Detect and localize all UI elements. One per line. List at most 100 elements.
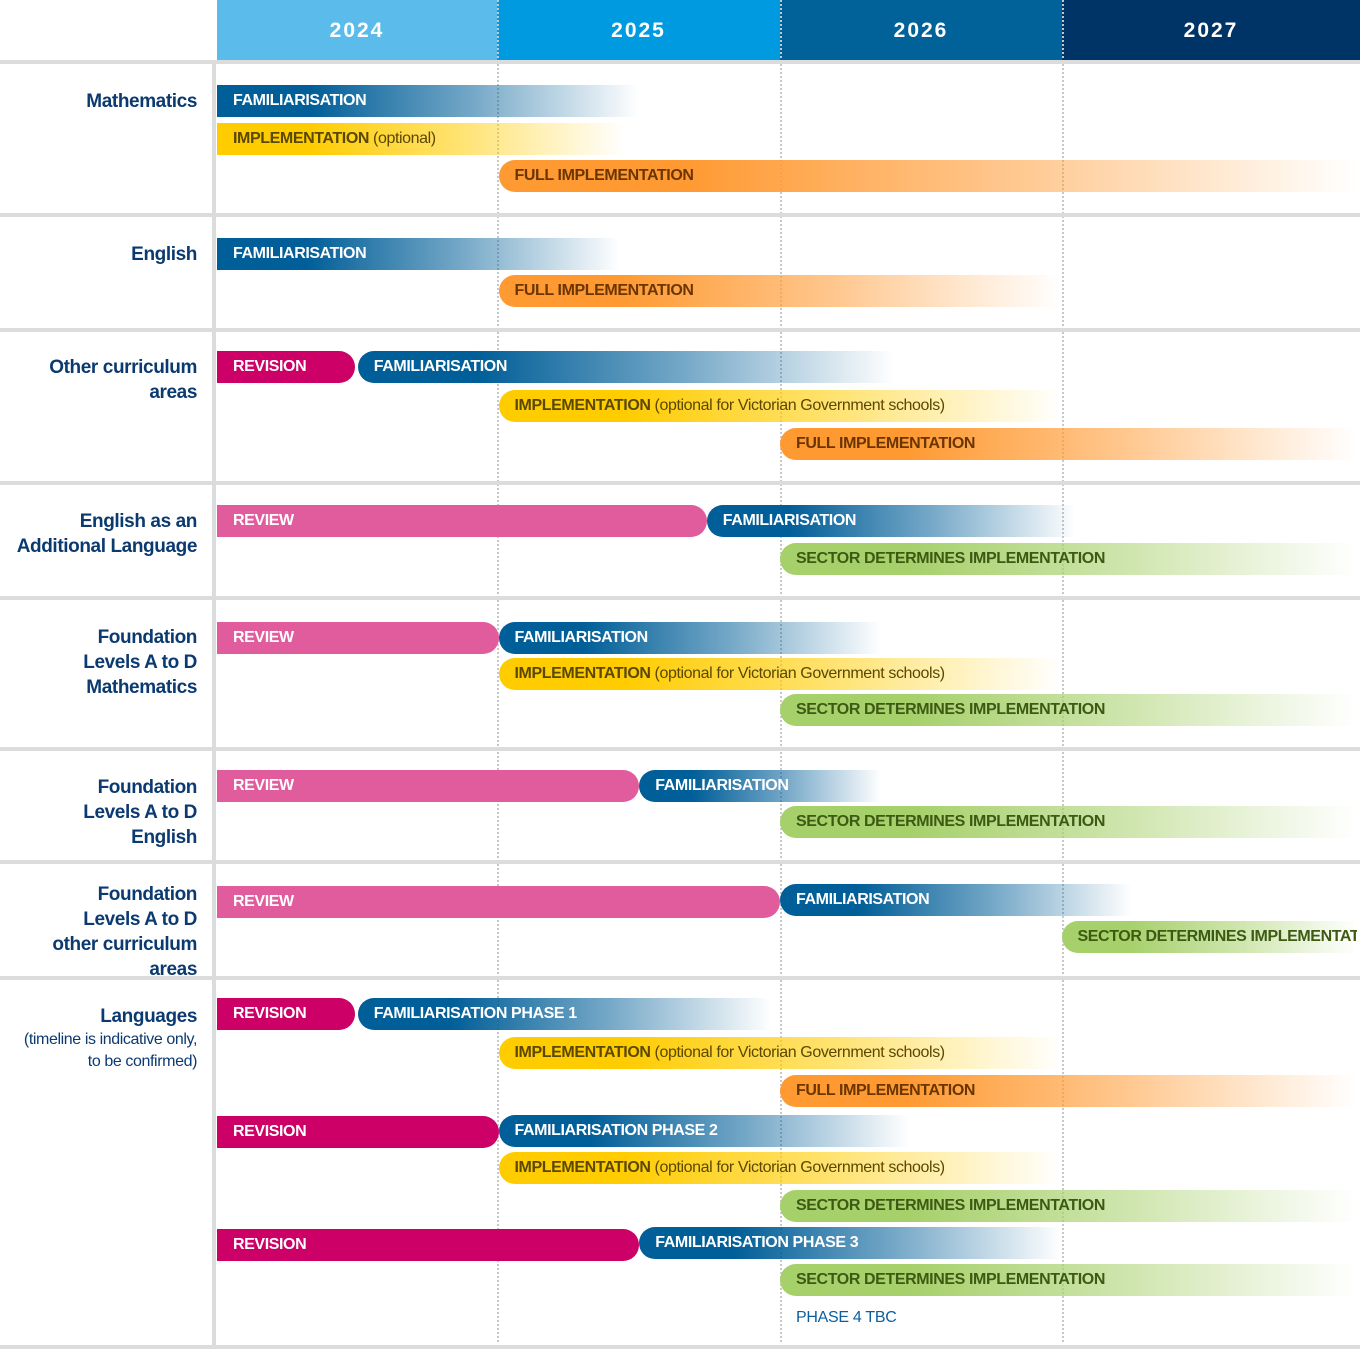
bar-label-suffix: (optional for Victorian Government schoo… <box>654 1044 946 1061</box>
bar-label: IMPLEMENTATION <box>233 130 370 147</box>
bar-label: REVISION <box>233 358 307 375</box>
row-label: English as an Additional Language <box>16 509 198 559</box>
bar-label: IMPLEMENTATION <box>514 1044 651 1061</box>
bar-revision: REVISION <box>217 1229 640 1261</box>
row-label-text: English <box>131 244 197 265</box>
bar-full: FULL IMPLEMENTATION <box>780 428 1358 460</box>
bar-label: SECTOR DETERMINES IMPLEMENTATION <box>796 550 1105 567</box>
bar-familiarisation: FAMILIARISATION PHASE 2 <box>498 1115 910 1147</box>
bar-label: SECTOR DETERMINES IMPLEMENTATION <box>796 701 1105 718</box>
bar-sector: SECTOR DETERMINES IMPLEMENTATION <box>780 543 1358 575</box>
bar-label: REVIEW <box>233 512 294 529</box>
row-label: Foundation Levels A to D English <box>83 775 197 850</box>
row-separator <box>0 976 1360 980</box>
bar-implementation: IMPLEMENTATION (optional for Victorian Go… <box>498 1037 1062 1069</box>
bar-label: FAMILIARISATION <box>514 629 649 646</box>
bar-label: FAMILIARISATION PHASE 3 <box>655 1234 859 1251</box>
bar-full: FULL IMPLEMENTATION <box>498 160 1358 192</box>
bar-label-suffix: (optional for Victorian Government schoo… <box>654 1159 946 1176</box>
bar-label: FAMILIARISATION <box>233 245 367 262</box>
bar-label: FAMILIARISATION PHASE 1 <box>373 1005 577 1022</box>
bar-revision: REVISION <box>217 1116 499 1148</box>
row-label-text: Foundation Levels A to D English <box>83 777 197 848</box>
bar-implementation: IMPLEMENTATION (optional for Victorian Go… <box>498 1152 1062 1184</box>
bar-implementation: IMPLEMENTATION (optional) <box>217 123 626 155</box>
row-label: English <box>131 242 197 267</box>
row-separator <box>0 60 1360 64</box>
bar-review: REVIEW <box>217 886 780 918</box>
bar-familiarisation: FAMILIARISATION PHASE 3 <box>639 1227 1062 1259</box>
bar-familiarisation: FAMILIARISATION <box>217 85 640 117</box>
bar-label: FULL IMPLEMENTATION <box>514 282 694 299</box>
bar-label: FAMILIARISATION <box>373 358 508 375</box>
row-label-text: Other curriculum areas <box>49 357 197 403</box>
row-separator <box>0 481 1360 485</box>
year-header-2024: 2024 <box>217 0 497 62</box>
bar-label: FAMILIARISATION <box>655 777 789 794</box>
bar-revision: REVISION <box>217 998 355 1030</box>
bar-label: FULL IMPLEMENTATION <box>514 167 694 184</box>
bar-familiarisation: FAMILIARISATION <box>706 505 1076 537</box>
year-header-2025: 2025 <box>497 0 780 62</box>
bar-label: REVISION <box>233 1123 307 1140</box>
bar-implementation: IMPLEMENTATION (optional for Victorian Go… <box>498 390 1062 422</box>
bar-full: FULL IMPLEMENTATION <box>780 1075 1358 1107</box>
row-separator <box>0 596 1360 600</box>
bar-review: REVIEW <box>217 505 707 537</box>
bar-label-suffix: (optional for Victorian Government schoo… <box>654 397 946 414</box>
bar-revision: REVISION <box>217 351 355 383</box>
bar-familiarisation: FAMILIARISATION <box>498 622 882 654</box>
bar-familiarisation: FAMILIARISATION <box>217 238 620 270</box>
bar-familiarisation: FAMILIARISATION <box>780 884 1132 916</box>
row-label-text: Mathematics <box>86 91 197 112</box>
row-separator <box>0 328 1360 332</box>
bar-sector: SECTOR DETERMINES IMPLEMENTATION <box>780 694 1358 726</box>
bar-label-suffix: (optional) <box>373 130 436 147</box>
bar-label: SECTOR DETERMINES IMPLEMENTATION <box>796 1271 1105 1288</box>
row-label: Mathematics <box>86 89 197 114</box>
year-header-2026: 2026 <box>780 0 1062 62</box>
bar-sector: SECTOR DETERMINES IMPLEMENTATION <box>780 1190 1358 1222</box>
bar-label-suffix: (optional for Victorian Government schoo… <box>654 665 946 682</box>
bar-label: IMPLEMENTATION <box>514 665 651 682</box>
bar-label: IMPLEMENTATION <box>514 1159 651 1176</box>
label-column-rule <box>212 62 216 1347</box>
bar-review: REVIEW <box>217 622 499 654</box>
row-label: Foundation Levels A to D Mathematics <box>83 625 197 700</box>
bar-label: REVIEW <box>233 777 294 794</box>
bar-label: SECTOR DETERMINES IMPLEMENTATION <box>1077 928 1358 945</box>
bar-full: FULL IMPLEMENTATION <box>498 275 1062 307</box>
row-label: Other curriculum areas <box>0 355 197 405</box>
bar-label: SECTOR DETERMINES IMPLEMENTATION <box>796 1197 1105 1214</box>
bar-label: IMPLEMENTATION <box>514 397 651 414</box>
bar-label: FAMILIARISATION <box>796 891 930 908</box>
row-label-text: English as an Additional Language <box>16 511 198 557</box>
row-label-text: Foundation Levels A to D Mathematics <box>83 627 197 698</box>
row-separator <box>0 213 1360 217</box>
bar-review: REVIEW <box>217 770 640 802</box>
bar-label: FULL IMPLEMENTATION <box>796 1082 976 1099</box>
row-label-text: Languages <box>100 1006 197 1027</box>
year-header-2027: 2027 <box>1062 0 1360 62</box>
bar-familiarisation: FAMILIARISATION <box>357 351 896 383</box>
bar-label: REVISION <box>233 1236 307 1253</box>
bar-label: FAMILIARISATION <box>233 92 367 109</box>
row-separator <box>0 747 1360 751</box>
bar-sector: SECTOR DETERMINES IMPLEMENTATION <box>780 1264 1358 1296</box>
bar-label: SECTOR DETERMINES IMPLEMENTATION <box>796 813 1105 830</box>
row-label: Languages (timeline is indicative only, to… <box>24 1004 197 1073</box>
bar-label: REVIEW <box>233 893 294 910</box>
year-divider <box>1062 0 1064 1342</box>
phase-4-note: PHASE 4 TBC <box>796 1309 897 1326</box>
bar-label: FAMILIARISATION PHASE 2 <box>514 1122 718 1139</box>
bar-label: REVIEW <box>233 629 294 646</box>
row-separator <box>0 860 1360 864</box>
row-sublabel: (timeline is indicative only, to be confi… <box>23 1031 197 1070</box>
bar-label: FULL IMPLEMENTATION <box>796 435 976 452</box>
bar-sector: SECTOR DETERMINES IMPLEMENTATION <box>1061 921 1358 953</box>
bar-sector: SECTOR DETERMINES IMPLEMENTATION <box>780 806 1358 838</box>
bar-familiarisation: FAMILIARISATION <box>639 770 882 802</box>
bar-label: REVISION <box>233 1005 307 1022</box>
